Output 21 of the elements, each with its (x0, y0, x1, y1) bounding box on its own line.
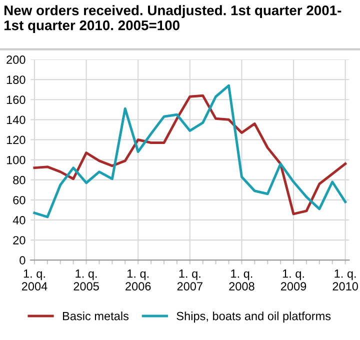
y-tick-label: 0 (20, 256, 26, 264)
chart-title: New orders received. Unadjusted. 1st quarter 2001- 1st quarter 2010. 2005=100 (4, 5, 342, 34)
legend-label: Basic metals (63, 312, 129, 320)
y-tick-label: 160 (6, 96, 26, 104)
y-tick-label: 20 (13, 236, 26, 244)
x-tick-label: 1. q. 2006 (126, 270, 151, 291)
y-tick-label: 80 (13, 176, 26, 184)
x-tick-label: 1. q. 2010 (332, 270, 358, 291)
x-tick-label: 1. q. 2007 (177, 270, 202, 291)
y-tick-label: 200 (6, 56, 26, 64)
y-tick-label: 60 (13, 196, 26, 204)
y-tick-label: 100 (6, 156, 26, 164)
x-tick-label: 1. q. 2009 (280, 270, 306, 291)
y-tick-label: 180 (6, 76, 26, 84)
y-tick-label: 140 (6, 116, 26, 124)
y-tick-label: 120 (6, 136, 26, 144)
x-tick-label: 1. q. 2005 (74, 270, 99, 291)
x-tick-label: 1. q. 2004 (22, 270, 48, 291)
x-tick-label: 1. q. 2008 (229, 270, 254, 291)
legend-label: Ships, boats and oil platforms (176, 312, 331, 323)
y-tick-label: 40 (12, 216, 26, 224)
